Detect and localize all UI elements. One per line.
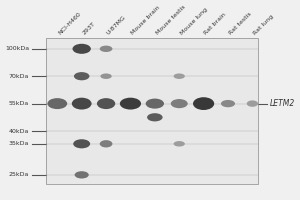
Ellipse shape xyxy=(100,46,112,52)
Ellipse shape xyxy=(221,100,235,107)
Ellipse shape xyxy=(147,113,163,121)
Text: 55kDa: 55kDa xyxy=(9,101,29,106)
Ellipse shape xyxy=(75,171,89,179)
Bar xyxy=(46,38,258,184)
Ellipse shape xyxy=(174,141,185,147)
Text: Rat lung: Rat lung xyxy=(252,14,274,36)
Ellipse shape xyxy=(247,100,258,107)
Ellipse shape xyxy=(100,140,112,147)
Ellipse shape xyxy=(47,98,67,109)
Text: 40kDa: 40kDa xyxy=(9,129,29,134)
Ellipse shape xyxy=(100,73,112,79)
Ellipse shape xyxy=(73,139,90,148)
Text: U-87MG: U-87MG xyxy=(106,15,127,36)
Ellipse shape xyxy=(120,98,141,110)
Text: 100kDa: 100kDa xyxy=(5,46,29,51)
Ellipse shape xyxy=(193,97,214,110)
Ellipse shape xyxy=(146,99,164,109)
Text: Mouse testis: Mouse testis xyxy=(155,5,186,36)
Ellipse shape xyxy=(97,98,115,109)
Text: Rat brain: Rat brain xyxy=(204,12,227,36)
Text: Mouse brain: Mouse brain xyxy=(130,5,161,36)
Ellipse shape xyxy=(174,73,185,79)
Ellipse shape xyxy=(74,72,89,80)
Text: NCI-H460: NCI-H460 xyxy=(57,11,82,36)
Text: Rat testis: Rat testis xyxy=(228,12,253,36)
Text: LETM2: LETM2 xyxy=(269,99,295,108)
Ellipse shape xyxy=(72,98,92,110)
Ellipse shape xyxy=(171,99,188,108)
Ellipse shape xyxy=(73,44,91,54)
Text: 35kDa: 35kDa xyxy=(9,141,29,146)
Text: 293T: 293T xyxy=(82,21,96,36)
Text: Mouse lung: Mouse lung xyxy=(179,7,208,36)
FancyBboxPatch shape xyxy=(46,38,258,184)
Text: 25kDa: 25kDa xyxy=(9,172,29,177)
Text: 70kDa: 70kDa xyxy=(9,74,29,79)
